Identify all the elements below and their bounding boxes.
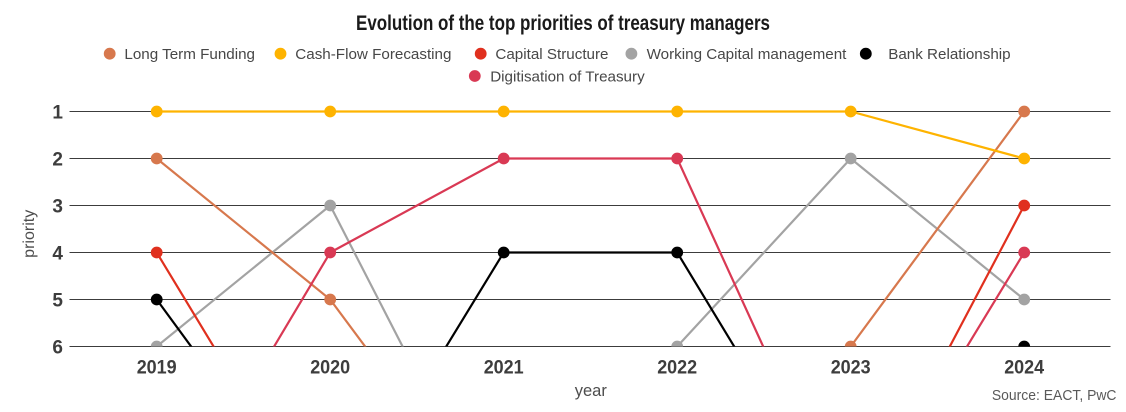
svg-text:Source: EACT, PwC: Source: EACT, PwC bbox=[992, 387, 1117, 404]
svg-text:6: 6 bbox=[52, 337, 63, 358]
svg-text:2022: 2022 bbox=[657, 357, 697, 379]
svg-text:2024: 2024 bbox=[1004, 357, 1044, 379]
svg-text:5: 5 bbox=[52, 290, 63, 311]
svg-text:year: year bbox=[575, 382, 608, 400]
svg-text:4: 4 bbox=[52, 243, 63, 264]
svg-text:2019: 2019 bbox=[137, 357, 177, 379]
svg-text:2021: 2021 bbox=[484, 357, 524, 379]
svg-text:priority: priority bbox=[21, 210, 38, 258]
svg-text:Working Capital management: Working Capital management bbox=[647, 46, 848, 63]
svg-text:2: 2 bbox=[52, 149, 63, 170]
svg-text:3: 3 bbox=[52, 196, 63, 217]
svg-text:1: 1 bbox=[52, 102, 63, 123]
svg-text:2020: 2020 bbox=[310, 357, 350, 379]
svg-text:Cash-Flow Forecasting: Cash-Flow Forecasting bbox=[295, 46, 451, 63]
svg-text:Digitisation of Treasury: Digitisation of Treasury bbox=[490, 69, 645, 86]
svg-text:Long Term Funding: Long Term Funding bbox=[124, 46, 255, 63]
svg-text:Capital Structure: Capital Structure bbox=[495, 46, 608, 63]
svg-text:2023: 2023 bbox=[831, 357, 871, 379]
svg-text:Evolution of the top prioritie: Evolution of the top priorities of treas… bbox=[356, 12, 770, 35]
svg-text:Bank Relationship: Bank Relationship bbox=[888, 46, 1010, 63]
